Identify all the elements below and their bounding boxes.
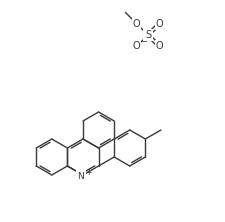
Text: O: O (155, 19, 163, 29)
Text: O: O (133, 19, 140, 29)
Text: +: + (85, 168, 91, 176)
Text: O: O (155, 41, 163, 51)
Text: O: O (133, 41, 140, 51)
Text: N: N (78, 172, 84, 180)
Text: S: S (145, 30, 151, 40)
Text: −: − (140, 37, 147, 46)
